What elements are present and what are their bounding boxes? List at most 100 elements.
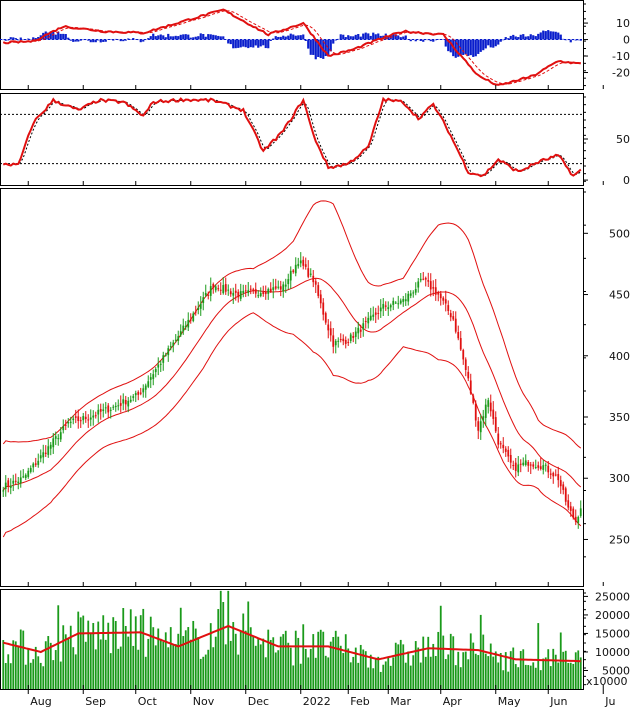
macd-histogram-bar xyxy=(507,38,510,40)
candle-body xyxy=(267,289,270,294)
candle-body xyxy=(507,449,510,457)
candle-body xyxy=(119,403,122,406)
volume-bar xyxy=(324,655,327,689)
macd-histogram-bar xyxy=(127,38,130,40)
macd-histogram-bar xyxy=(454,39,457,58)
volume-bar xyxy=(182,636,185,689)
candle-body xyxy=(554,474,557,476)
macd-histogram-bar xyxy=(272,38,275,40)
volume-bar xyxy=(124,626,127,689)
macd-histogram-bar xyxy=(284,36,287,40)
macd-histogram-bar xyxy=(557,32,560,40)
x-tick-label: May xyxy=(498,695,521,708)
macd-histogram-bar xyxy=(432,39,435,42)
volume-bar xyxy=(469,633,472,689)
macd-histogram-bar xyxy=(324,39,327,57)
candle-body xyxy=(32,463,35,468)
macd-histogram-bar xyxy=(69,39,72,41)
volume-bar xyxy=(539,670,542,689)
candle-body xyxy=(562,484,565,490)
volume-bar xyxy=(14,641,17,689)
volume-bar xyxy=(309,648,312,689)
macd-y-tick-label: 0 xyxy=(623,34,630,47)
macd-histogram-bar xyxy=(247,39,250,49)
macd-histogram-bar xyxy=(252,39,255,48)
macd-histogram-bar xyxy=(539,32,542,40)
volume-bar xyxy=(529,665,532,689)
macd-histogram-bar xyxy=(304,39,307,41)
volume-bar xyxy=(224,644,227,689)
macd-histogram-bar xyxy=(419,39,422,42)
macd-histogram-bar xyxy=(199,33,202,40)
macd-histogram-bar xyxy=(312,39,315,55)
candle-body xyxy=(204,292,207,296)
candle-body xyxy=(222,285,225,294)
volume-bar xyxy=(544,657,547,689)
macd-histogram-bar xyxy=(377,33,380,40)
macd-histogram-bar xyxy=(124,39,127,41)
volume-bar xyxy=(292,665,295,689)
macd-histogram-bar xyxy=(439,39,442,40)
macd-histogram-bar xyxy=(87,39,90,41)
candle-body xyxy=(289,270,292,281)
volume-bar xyxy=(342,653,345,689)
macd-histogram-bar xyxy=(129,39,132,40)
candle-body xyxy=(367,317,370,324)
macd-histogram-bar xyxy=(2,39,5,41)
volume-y-tick-label: 20000 xyxy=(595,609,630,622)
candle-body xyxy=(139,392,142,394)
candle-body xyxy=(129,399,132,402)
macd-histogram-bar xyxy=(142,39,145,42)
macd-histogram-bar xyxy=(27,38,30,40)
macd-histogram-bar xyxy=(269,39,272,41)
volume-bar xyxy=(509,651,512,689)
volume-bar xyxy=(72,647,75,689)
volume-bar xyxy=(527,665,530,689)
macd-histogram-bar xyxy=(242,39,245,47)
candle-body xyxy=(274,286,277,289)
volume-bar xyxy=(564,650,567,689)
candle-body xyxy=(112,406,115,408)
candle-body xyxy=(432,287,435,289)
volume-bar xyxy=(257,638,260,689)
candle-body xyxy=(492,409,495,419)
macd-histogram-bar xyxy=(574,39,577,41)
candle-body xyxy=(97,409,100,415)
candle-body xyxy=(19,477,22,484)
macd-histogram-bar xyxy=(217,35,220,40)
macd-histogram-bar xyxy=(222,36,225,40)
candle-body xyxy=(262,292,265,294)
macd-histogram-bar xyxy=(212,34,215,40)
macd-histogram-bar xyxy=(527,36,530,40)
volume-bar xyxy=(217,609,220,689)
macd-histogram-bar xyxy=(119,39,122,42)
macd-histogram-bar xyxy=(67,37,70,40)
candle-body xyxy=(69,421,72,423)
candle-body xyxy=(352,335,355,338)
candle-body xyxy=(394,302,397,304)
candle-body xyxy=(117,405,120,407)
macd-histogram-bar xyxy=(89,39,92,43)
candle-body xyxy=(349,334,352,341)
macd-histogram-bar xyxy=(62,33,65,40)
candle-body xyxy=(57,438,60,440)
macd-histogram-bar xyxy=(32,37,35,40)
macd-histogram-bar xyxy=(294,35,297,40)
stoch-y-tick-label: 50 xyxy=(616,133,630,146)
candle-body xyxy=(467,371,470,379)
volume-bar xyxy=(577,650,580,689)
candle-body xyxy=(187,319,190,328)
volume-bar xyxy=(64,634,67,689)
candle-body xyxy=(147,381,150,387)
macd-histogram-bar xyxy=(282,35,285,40)
macd-line xyxy=(2,8,581,86)
candle-body xyxy=(227,289,230,291)
candle-body xyxy=(547,465,550,473)
candle-body xyxy=(252,289,255,291)
candle-body xyxy=(109,409,112,411)
candle-body xyxy=(89,417,92,420)
macd-histogram-bar xyxy=(289,33,292,40)
macd-histogram-bar xyxy=(164,37,167,40)
candle-body xyxy=(354,331,357,337)
candle-body xyxy=(387,307,390,310)
